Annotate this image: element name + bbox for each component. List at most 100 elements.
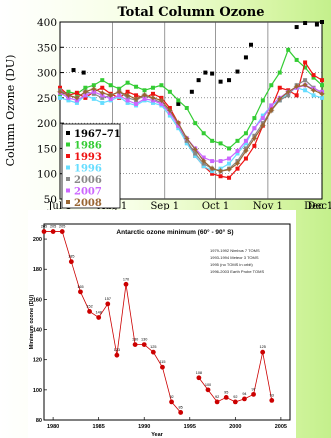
data-point: [303, 88, 308, 93]
data-point: [210, 169, 215, 174]
data-label: 205: [50, 225, 56, 229]
data-point: ✦: [259, 121, 267, 132]
data-point: [277, 85, 282, 90]
y-tick-label: 180: [33, 267, 42, 273]
legend-text: 1979-1992 Nimbus 7 TOMS: [210, 248, 260, 253]
data-point: ✦: [301, 81, 309, 92]
data-point: [81, 70, 86, 75]
data-label: 93: [270, 393, 274, 397]
data-point: [167, 111, 172, 116]
data-point: [150, 91, 155, 96]
data-point: [260, 349, 266, 355]
data-label: 152: [86, 304, 92, 308]
data-point: [252, 133, 257, 138]
data-point: ✦: [191, 145, 199, 156]
data-point: ✦: [208, 164, 216, 175]
y-tick-label: 50: [44, 194, 57, 206]
legend-label: 2007: [74, 187, 102, 198]
data-label: 205: [41, 225, 47, 229]
data-point: [74, 90, 79, 95]
data-point: [169, 399, 174, 405]
legend-marker: [66, 154, 70, 158]
data-point: ✦: [157, 96, 165, 107]
data-point: [311, 73, 316, 78]
data-point: [108, 96, 113, 101]
data-point: [303, 78, 308, 83]
data-point: ✦: [140, 90, 148, 101]
data-point: [314, 22, 319, 27]
data-point: [159, 83, 164, 88]
data-point: [303, 65, 308, 70]
data-point: ✦: [98, 88, 106, 99]
data-point: [243, 156, 248, 161]
data-point: [235, 69, 240, 74]
data-point: [210, 71, 215, 76]
data-label: 157: [105, 297, 111, 301]
legend-box: [61, 123, 121, 209]
data-point: [66, 89, 71, 94]
data-label: 130: [141, 338, 147, 342]
x-axis-label: Year: [151, 432, 163, 438]
data-point: [176, 123, 181, 128]
data-point: [159, 101, 164, 106]
data-point: [227, 161, 232, 166]
data-point: [205, 387, 211, 393]
y-tick-label: 350: [37, 42, 57, 54]
data-point: [125, 80, 130, 85]
data-point: [167, 89, 172, 94]
y-tick-label: 300: [37, 68, 57, 80]
data-point: [252, 143, 257, 148]
data-point: [196, 375, 202, 381]
data-point: [320, 78, 324, 83]
data-label: 97: [251, 387, 255, 391]
data-point: [150, 100, 155, 105]
data-point: ✦: [166, 106, 174, 117]
data-point: [277, 95, 282, 100]
x-tick-label: Dec 3: [307, 201, 331, 210]
data-point: [243, 138, 248, 143]
data-point: [105, 301, 111, 307]
data-point: ✦: [132, 94, 140, 105]
data-point: [176, 101, 181, 106]
data-point: [227, 175, 232, 180]
data-point: [243, 141, 248, 146]
data-point: [286, 47, 291, 52]
data-point: [227, 166, 232, 171]
data-point: ✦: [225, 165, 233, 176]
data-label: 94: [242, 392, 246, 396]
data-point: [83, 85, 88, 90]
data-point: ✦: [56, 87, 64, 98]
series-6: ✦ ✦ ✦✦ ✦ ✦ ✦ ✦ ✦ ✦ ✦ ✦ ✦✦✦✦✦✦✦ ✦ ✦✦✦✦✦✦✦✦ ✦ ✦ ✦ ✦: [56, 81, 326, 178]
data-point: [41, 229, 47, 234]
y-tick-label: 160: [33, 297, 42, 303]
data-point: [235, 151, 240, 156]
x-tick-label: Sep 1: [150, 201, 179, 210]
data-label: 92: [169, 395, 173, 399]
data-point: ✦: [115, 87, 123, 98]
data-point: [150, 98, 155, 103]
data-point: [320, 95, 324, 100]
data-point: [201, 131, 206, 136]
data-point: [249, 42, 254, 47]
data-point: ✦: [107, 91, 115, 102]
data-point: [142, 96, 147, 101]
data-point: [125, 100, 130, 105]
data-point: [167, 105, 172, 110]
data-point: [91, 83, 96, 88]
data-point: [227, 78, 232, 83]
data-point: [184, 105, 189, 110]
legend-label: 1967–71: [74, 129, 121, 140]
x-tick-label: Jul 1: [47, 201, 71, 210]
chart-title: Total Column Ozone: [118, 5, 265, 20]
legend-marker: [66, 131, 70, 135]
data-point: [71, 68, 76, 73]
data-label: 185: [68, 255, 74, 259]
data-point: [134, 84, 139, 89]
legend-label: 1993: [74, 152, 102, 163]
data-point: [235, 166, 240, 171]
x-tick-label: Nov 1: [253, 201, 283, 210]
x-tick-label: 2000: [229, 424, 241, 430]
data-point: [125, 89, 130, 94]
y-tick-label: 120: [33, 358, 42, 364]
data-point: ✦: [242, 146, 250, 157]
